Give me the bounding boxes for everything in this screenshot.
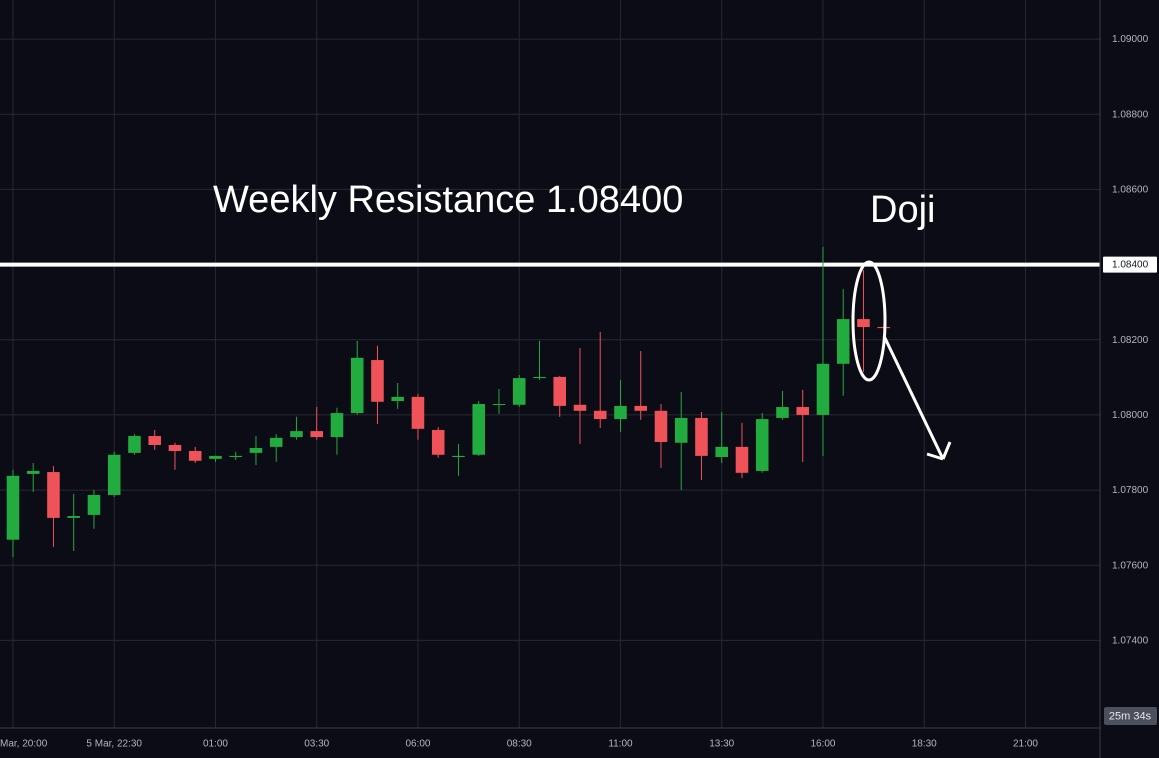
x-tick-label: 11:00: [608, 739, 633, 750]
candle-body: [87, 494, 101, 515]
y-tick-label: 1.08600: [1112, 185, 1149, 196]
candle-body: [533, 376, 546, 379]
price-label-box: [1103, 256, 1157, 273]
candle-body: [188, 451, 202, 461]
candle-body: [634, 405, 647, 411]
x-tick-label: 08:30: [507, 739, 532, 750]
candle-body: [411, 396, 425, 429]
candle-body: [67, 516, 80, 518]
candle-body: [431, 429, 445, 455]
candle-body: [6, 475, 20, 540]
doji-circle: [851, 260, 887, 382]
overlay: 1.07400 1.07600 1.07800 1.08000 1.08200 1.084…: [1103, 34, 1157, 647]
candle-body: [735, 446, 749, 473]
candle-body: [816, 363, 830, 415]
candle-body: [776, 407, 789, 418]
x-tick-label: 13:30: [709, 739, 734, 750]
candle-body: [836, 319, 850, 364]
y-tick-label: 1.07800: [1112, 485, 1149, 496]
countdown: 25m 34s: [1109, 710, 1152, 722]
candle-body: [614, 405, 627, 420]
candle-body: [472, 404, 485, 455]
x-tick-label: 01:00: [203, 739, 228, 750]
x-tick-label: 03:30: [304, 739, 329, 750]
y-tick-label: 1.08200: [1112, 335, 1149, 346]
candle-body: [796, 407, 810, 415]
candle-body: [755, 419, 769, 471]
candle-body: [330, 413, 344, 438]
y-tick-label: 1.09000: [1112, 34, 1149, 45]
candle-body: [512, 378, 526, 405]
y-tick-label: 1.07600: [1112, 560, 1149, 571]
x-tick-label: 06:00: [405, 739, 430, 750]
arrow: [882, 335, 952, 461]
candle-body: [269, 437, 283, 447]
countdown-box: [1104, 707, 1157, 725]
candle-body: [26, 470, 40, 474]
x-tick-label: 16:00: [810, 739, 835, 750]
candle-body: [593, 410, 607, 420]
candle-body: [249, 448, 263, 453]
candle-body: [695, 417, 708, 456]
annotation: Doji: [870, 189, 935, 231]
candle-body: [492, 404, 506, 406]
candle-body: [391, 396, 404, 402]
candle-body: [654, 410, 668, 442]
y-tick-label: 1.08800: [1112, 109, 1149, 120]
candle-body: [290, 431, 303, 438]
y-tick-label: 1.08400: [1112, 260, 1149, 271]
candle-body: [553, 376, 566, 406]
candle-body: [674, 417, 688, 443]
x-tick-label: 21:00: [1013, 739, 1038, 750]
candle-body: [350, 357, 364, 414]
candle-body: [107, 454, 121, 495]
candle-body: [209, 455, 222, 459]
candle-body: [310, 431, 323, 438]
candle-body: [168, 444, 182, 452]
annotation: Weekly Resistance 1.08400: [213, 179, 683, 221]
grid: [0, 0, 1100, 728]
x-tick-label: Mar, 20:00: [0, 739, 48, 750]
candle-body: [148, 435, 161, 445]
candle-body: [452, 455, 465, 458]
candle-body: [857, 319, 870, 327]
candle-body: [128, 435, 141, 453]
y-tick-label: 1.08000: [1112, 410, 1149, 421]
candles: [0, 246, 1100, 557]
candle-body: [573, 404, 587, 411]
candle-body: [47, 472, 60, 518]
candle-body: [371, 360, 384, 402]
candle-body: [229, 455, 242, 458]
candle-body: [715, 446, 729, 458]
x-tick-label: 5 Mar, 22:30: [86, 739, 142, 750]
x-tick-label: 18:30: [912, 739, 937, 750]
y-tick-label: 1.07400: [1112, 636, 1149, 647]
